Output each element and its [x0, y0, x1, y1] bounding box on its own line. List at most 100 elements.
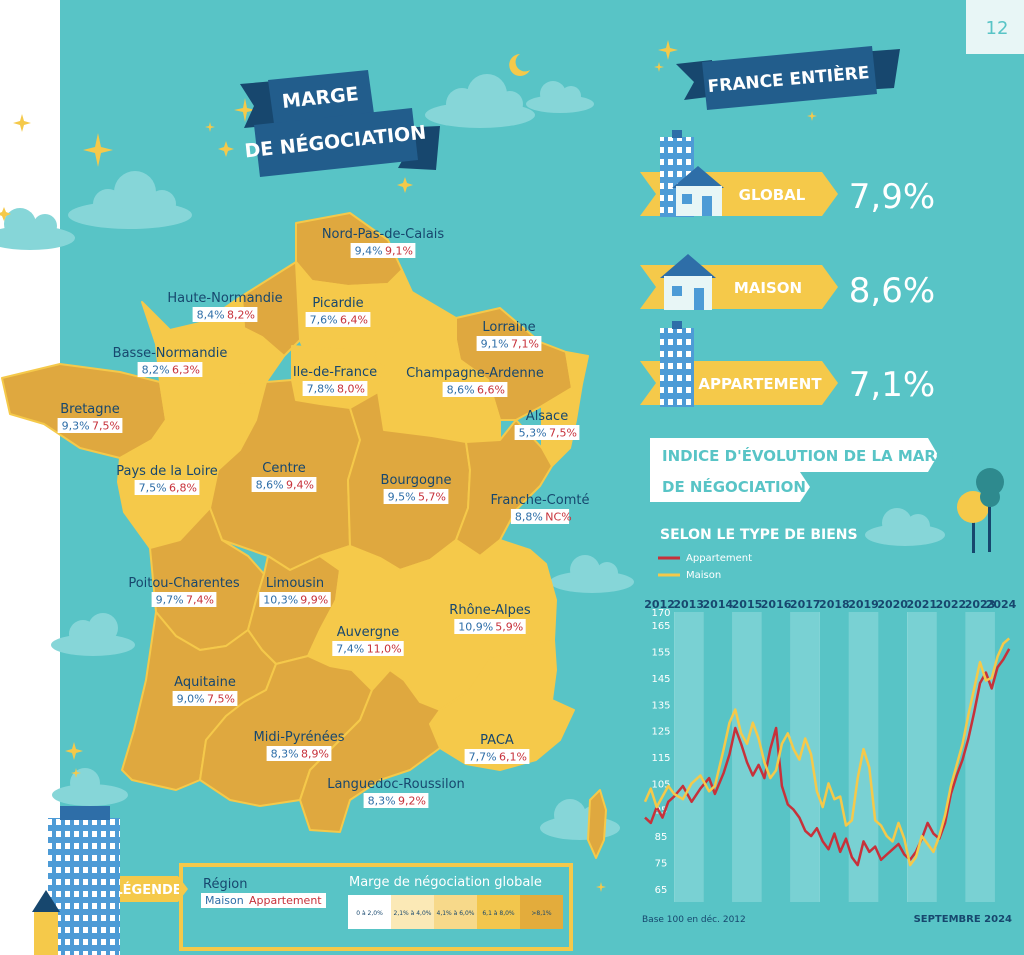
y-tick-label: 75 — [655, 858, 668, 869]
star-icon — [234, 98, 256, 122]
region-label: Nord-Pas-de-Calais 9,4% 9,1% — [322, 227, 444, 258]
region-label: Languedoc-Roussilon 8,3% 9,2% — [327, 777, 465, 808]
france-title-banner: FRANCE ENTIÈRE — [676, 46, 900, 110]
region-label: Rhône-Alpes 10,9% 5,9% — [449, 603, 531, 634]
year-band — [790, 612, 820, 902]
chart-title-line2: DE NÉGOCIATION — [662, 477, 806, 496]
cloud-icon — [550, 555, 634, 593]
region-label: Lorraine 9,1% 7,1% — [476, 320, 542, 351]
legend-bin-swatch — [520, 895, 563, 929]
region-maison-value: 7,5% — [139, 482, 167, 495]
region-label: Basse-Normandie 8,2% 6,3% — [113, 346, 227, 377]
value-box — [383, 489, 449, 504]
star-icon — [71, 768, 81, 778]
year-band — [732, 612, 762, 902]
house-icon — [34, 910, 58, 955]
legend-maison: Maison — [205, 894, 244, 907]
legend-appartement: Appartement — [686, 553, 752, 564]
y-tick-label: 105 — [651, 779, 670, 790]
year-band — [994, 612, 1015, 902]
value-box — [259, 592, 331, 607]
region-appartement-value: 6,8% — [169, 482, 197, 495]
cloud-icon — [425, 74, 535, 128]
region-appartement-value: 8,9% — [301, 748, 329, 761]
year-band — [848, 612, 879, 902]
region-appartement-value: 9,2% — [398, 795, 426, 808]
region-maison-value: 8,8% — [515, 511, 543, 524]
chart-subtitle: SELON LE TYPE DE BIENS — [660, 527, 858, 543]
value-box — [266, 746, 332, 761]
year-band — [907, 612, 937, 902]
region-maison-value: 8,4% — [197, 309, 225, 322]
region-appartement-value: 7,5% — [549, 427, 577, 440]
region-label: Poitou-Charentes 9,7% 7,4% — [128, 576, 240, 607]
cloud-icon — [0, 208, 75, 250]
region-appartement-value: 6,1% — [499, 751, 527, 764]
trees-decoration — [957, 468, 1004, 553]
region-name: Rhône-Alpes — [449, 603, 531, 618]
value-box — [442, 382, 508, 397]
region-maison-value: 7,4% — [336, 643, 364, 656]
y-tick-label: 85 — [655, 832, 668, 843]
region-name: Haute-Normandie — [167, 291, 282, 306]
region-label: Alsace 5,3% 7,5% — [514, 409, 580, 440]
region-name: Bourgogne — [381, 473, 452, 488]
region-corse — [587, 789, 607, 859]
region-maison-value: 8,3% — [271, 748, 299, 761]
france-appartement-label: APPARTEMENT — [698, 375, 822, 393]
france-maison-label: MAISON — [734, 279, 802, 297]
region-maison-value: 9,1% — [481, 338, 509, 351]
page-number: 12 — [986, 18, 1009, 39]
france-appartement-value: 7,1% — [849, 365, 935, 405]
region-maison-value: 8,6% — [256, 479, 284, 492]
series-line-maison — [643, 637, 1011, 867]
x-tick-label: 2018 — [819, 598, 850, 611]
region-name: Franche-Comté — [491, 493, 590, 508]
legend-bin-label: >8,1% — [531, 910, 552, 917]
france-row-appartement: APPARTEMENT 7,1% — [640, 321, 935, 407]
legend-bin-swatch — [477, 895, 520, 929]
region-label: Centre 8,6% 9,4% — [251, 461, 317, 492]
value-box — [454, 619, 526, 634]
year-band — [645, 612, 675, 902]
x-tick-label: 2013 — [673, 598, 704, 611]
france-row-global: GLOBAL 7,9% — [640, 130, 935, 217]
x-tick-label: 2021 — [906, 598, 937, 611]
region-label: Pays de la Loire 7,5% 6,8% — [116, 464, 218, 495]
chart-legend: Appartement Maison — [658, 553, 752, 581]
y-tick-label: 155 — [651, 648, 670, 659]
region-label: PACA 7,7% 6,1% — [464, 733, 530, 764]
left-margin — [0, 0, 60, 955]
cloud-icon — [51, 613, 135, 656]
star-icon — [218, 141, 234, 157]
region-maison-value: 9,0% — [177, 693, 205, 706]
region-name: PACA — [480, 733, 514, 748]
year-band — [878, 612, 908, 902]
chart-title-line1: INDICE D'ÉVOLUTION DE LA MARGE — [662, 446, 959, 465]
line-chart: 2012201320142015201620172018201920202021… — [642, 598, 1017, 925]
legend-scale-title: Marge de négociation globale — [349, 875, 542, 890]
region-maison-value: 10,3% — [263, 594, 298, 607]
region-label: Champagne-Ardenne 8,6% 6,6% — [406, 366, 544, 397]
region-appartement-value: 5,9% — [495, 621, 523, 634]
y-tick-label: 95 — [655, 806, 668, 817]
region-appartement-value: 8,0% — [337, 383, 365, 396]
legend-scale: 0 à 2,0% 2,1% à 4,0% 4,1% à 6,0% 6,1 à 8,0%… — [348, 895, 563, 929]
region-name: Bretagne — [60, 402, 120, 417]
region-name: Centre — [262, 461, 305, 476]
value-box — [510, 509, 570, 524]
value-box — [134, 480, 200, 495]
x-tick-label: 2014 — [703, 598, 734, 611]
x-tick-label: 2019 — [848, 598, 879, 611]
region-name: Languedoc-Roussilon — [327, 777, 465, 792]
map-legend: LÉGENDE Région Maison Appartement Marge … — [112, 863, 573, 951]
region-appartement-value: NC% — [545, 511, 571, 524]
x-tick-label: 2016 — [761, 598, 792, 611]
value-box — [151, 592, 217, 607]
region-appartement-value: 6,6% — [477, 384, 505, 397]
chart-footnote: Base 100 en déc. 2012 — [642, 914, 746, 925]
buildings-decoration — [32, 806, 120, 955]
x-tick-label: 2015 — [732, 598, 763, 611]
legend-bin-swatch — [391, 895, 434, 929]
